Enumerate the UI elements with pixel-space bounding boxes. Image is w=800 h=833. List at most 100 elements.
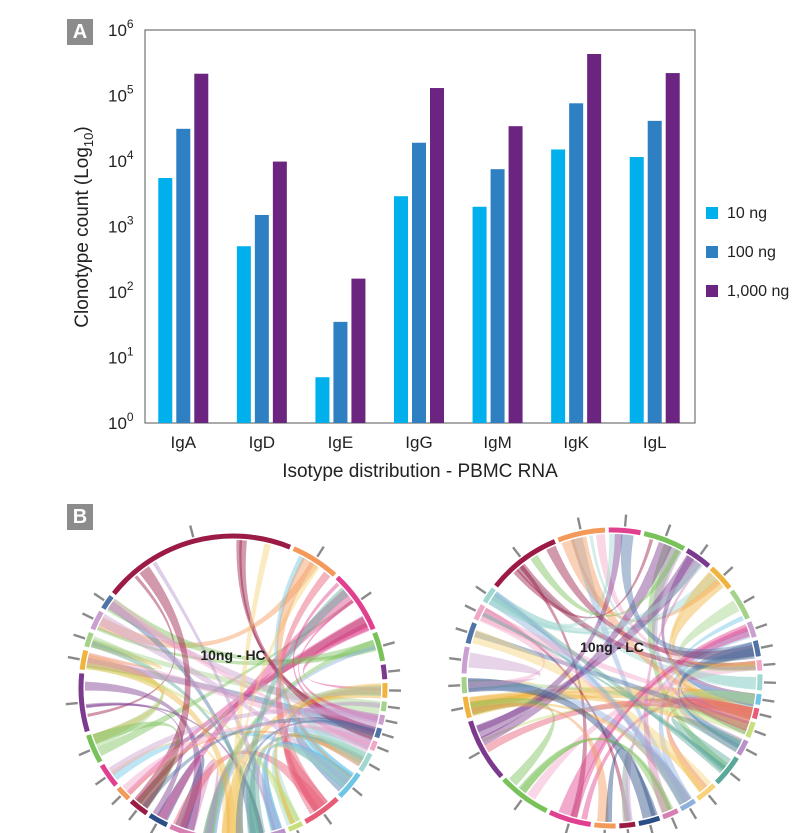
hc-ribbon xyxy=(108,598,371,748)
hc-ribbon xyxy=(126,615,370,796)
lc-gene-label-mark xyxy=(762,698,775,703)
y-tick-label: 106 xyxy=(108,17,134,40)
hc-gene-label-mark xyxy=(128,809,138,821)
hc-gene-label-mark xyxy=(388,669,401,673)
hc-ribbon xyxy=(283,732,365,812)
hc-ribbon xyxy=(302,622,381,691)
lc-gene-label-mark xyxy=(448,684,461,688)
hc-segment-arc xyxy=(292,546,337,577)
hc-ribbon xyxy=(88,639,162,670)
hc-ribbon xyxy=(273,732,366,825)
hc-segment-arc xyxy=(378,714,386,726)
lc-gene-label-mark xyxy=(649,824,655,833)
x-tick-label: IgA xyxy=(171,433,197,452)
hc-segment-arc xyxy=(99,763,118,787)
hc-segment-arc xyxy=(369,740,378,752)
hc-gene-label-mark xyxy=(368,763,381,772)
hc-gene-label-mark xyxy=(149,823,158,833)
lc-gene-label-mark xyxy=(723,566,734,576)
lc-segment-arc xyxy=(709,566,732,590)
hc-segment-arc xyxy=(111,533,292,596)
lc-gene-label-mark xyxy=(754,729,767,737)
lc-segment-arc xyxy=(752,640,761,657)
hc-ribbon xyxy=(301,685,381,765)
lc-gene-label-mark xyxy=(743,595,755,604)
bar xyxy=(351,278,366,423)
lc-segment-arc xyxy=(608,527,642,536)
hc-ribbon xyxy=(97,599,354,757)
hc-ribbon xyxy=(112,731,353,782)
hc-gene-label-mark xyxy=(376,746,389,753)
lc-ribbon xyxy=(469,686,756,707)
bar xyxy=(430,88,444,423)
bar xyxy=(315,377,330,423)
x-tick-label: IgD xyxy=(249,433,275,452)
lc-ribbon xyxy=(473,630,750,731)
lc-gene-label-mark xyxy=(475,585,487,595)
lc-segment-arc xyxy=(548,810,592,827)
lc-ribbon xyxy=(470,697,555,786)
hc-gene-label-mark xyxy=(93,592,105,602)
hc-ribbon xyxy=(157,754,205,829)
legend-label: 1,000 ng xyxy=(727,283,789,300)
lc-segment-arc xyxy=(696,783,716,801)
lc-ribbon xyxy=(658,630,751,804)
lc-gene-label-mark xyxy=(729,772,741,782)
lc-segment-arc xyxy=(468,720,504,779)
hc-segment-arc xyxy=(358,752,373,772)
hc-segment-arc xyxy=(335,575,376,631)
hc-ribbon xyxy=(297,688,381,782)
lc-ribbon xyxy=(490,572,718,635)
lc-gene-label-mark xyxy=(763,681,776,685)
bar xyxy=(551,149,566,424)
legend-swatch xyxy=(706,246,718,258)
lc-ribbon xyxy=(476,554,701,733)
hc-segment-arc xyxy=(116,786,131,801)
hc-ribbon xyxy=(248,734,365,833)
hc-ribbon xyxy=(274,555,354,786)
lc-gene-label-mark xyxy=(451,706,464,712)
lc-segment-arc xyxy=(502,777,548,814)
lc-ribbon xyxy=(476,534,623,739)
lc-ribbon xyxy=(484,698,753,753)
legend: 10 ng 100 ng 1,000 ng xyxy=(706,205,789,300)
lc-ribbon xyxy=(468,607,546,692)
x-axis-title: Isotype distribution - PBMC RNA xyxy=(282,461,558,482)
hc-ribbon xyxy=(92,721,180,810)
lc-segment-arc xyxy=(679,798,697,812)
lc-ribbon xyxy=(481,612,726,770)
hc-gene-label-mark xyxy=(189,525,195,538)
hc-ribbon xyxy=(293,716,376,792)
lc-ribbon xyxy=(468,679,542,716)
hc-ribbon xyxy=(142,717,376,809)
lc-ribbon xyxy=(680,696,753,731)
lc-gene-label-mark xyxy=(576,517,582,530)
hc-ribbon xyxy=(86,657,376,740)
hc-ribbon xyxy=(203,726,372,833)
lc-ribbon xyxy=(668,571,753,721)
hc-ribbon xyxy=(122,722,371,795)
lc-segment-arc xyxy=(745,721,756,739)
lc-ribbon xyxy=(518,565,756,690)
lc-ribbon xyxy=(468,678,658,819)
hc-gene-label-mark xyxy=(111,795,122,806)
bar xyxy=(158,178,173,423)
panel-a-badge: A xyxy=(67,19,93,45)
hc-segment-arc xyxy=(337,772,361,798)
lc-gene-label-mark xyxy=(688,807,698,820)
lc-gene-label-mark xyxy=(449,657,462,661)
lc-gene-label-mark xyxy=(455,627,468,634)
hc-ribbon xyxy=(178,759,219,833)
x-axis-ticks: IgA IgD IgE IgG IgM IgK IgL xyxy=(171,433,667,452)
lc-gene-label-mark xyxy=(670,817,678,830)
hc-ribbon xyxy=(302,706,379,750)
hc-gene-label-mark xyxy=(65,701,78,706)
hc-ribbon xyxy=(246,587,349,833)
lc-ribbon xyxy=(481,703,750,743)
hc-gene-label-mark xyxy=(78,749,91,757)
hc-segment-arc xyxy=(372,631,386,662)
hc-gene-label-mark xyxy=(387,705,400,710)
lc-ribbon xyxy=(682,689,756,719)
lc-gene-label-mark xyxy=(759,713,772,719)
